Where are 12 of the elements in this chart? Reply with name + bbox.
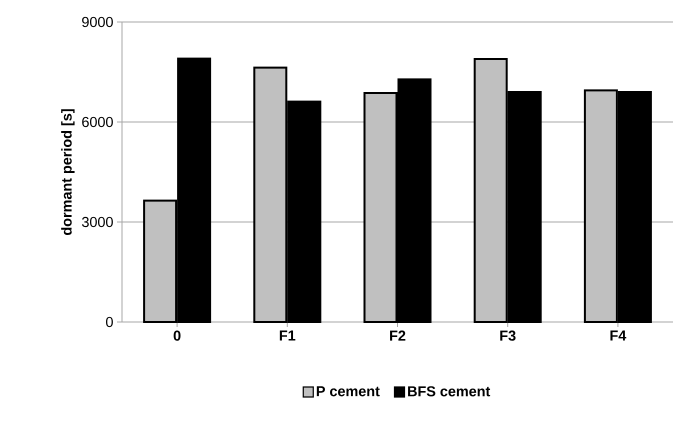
x-tick-label: F1 — [280, 330, 296, 340]
legend-label: BFS cement — [408, 386, 490, 396]
y-axis-title: dormant period [s] — [61, 109, 75, 236]
x-tick-label: 0 — [174, 330, 181, 341]
y-tick-label: 0 — [106, 316, 113, 328]
y-tick-label: 6000 — [82, 116, 113, 128]
x-tick-label: F2 — [390, 330, 406, 341]
y-tick-label: 3000 — [82, 216, 113, 228]
x-tick-label: F4 — [610, 330, 626, 340]
y-tick-label: 9000 — [82, 16, 113, 28]
x-tick-label: F3 — [500, 330, 516, 341]
legend-label: P cement — [316, 386, 380, 396]
